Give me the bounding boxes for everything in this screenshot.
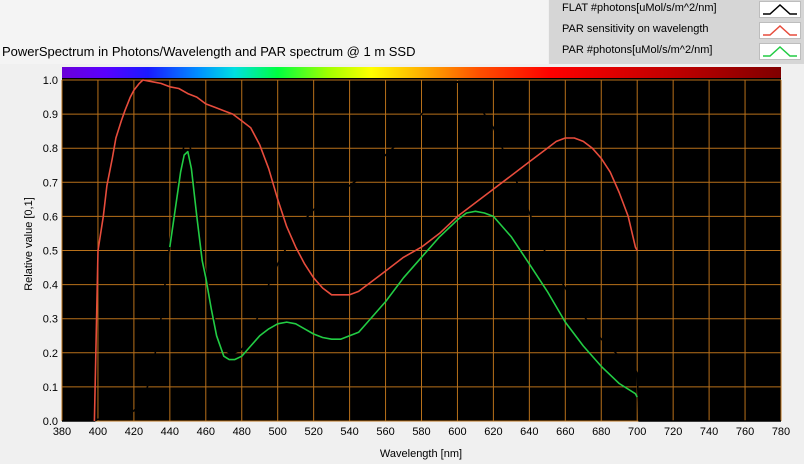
legend-item-flat-photons[interactable]: FLAT #photons[uMol/s/m^2/nm] — [549, 0, 804, 20]
x-tick-label: 640 — [520, 426, 538, 438]
legend-item-par-photons[interactable]: PAR #photons[uMol/s/m^2/nm] — [549, 42, 804, 62]
x-axis-label: Wavelength [nm] — [380, 448, 462, 460]
x-tick-label: 780 — [772, 426, 790, 438]
chart-title: PowerSpectrum in Photons/Wavelength and … — [2, 44, 416, 59]
legend-label: PAR sensitivity on wavelength — [562, 23, 709, 35]
x-tick-label: 740 — [700, 426, 718, 438]
x-tick-label: 480 — [233, 426, 251, 438]
x-tick-label: 520 — [304, 426, 322, 438]
legend-label: FLAT #photons[uMol/s/m^2/nm] — [562, 2, 717, 14]
legend[interactable]: FLAT #photons[uMol/s/m^2/nm] PAR sensiti… — [549, 0, 804, 64]
x-tick-label: 680 — [592, 426, 610, 438]
x-tick-label: 400 — [89, 426, 107, 438]
x-tick-label: 700 — [628, 426, 646, 438]
series-layer — [62, 79, 781, 422]
x-tick-label: 460 — [197, 426, 215, 438]
y-axis-label: Relative value [0,1] — [23, 197, 35, 291]
title-area: PowerSpectrum in Photons/Wavelength and … — [0, 0, 548, 64]
y-tick-label: 0.6 — [43, 211, 58, 223]
x-tick-label: 580 — [412, 426, 430, 438]
spectrum-bar — [62, 67, 781, 78]
x-tick-label: 620 — [484, 426, 502, 438]
y-tick-label: 0.0 — [43, 416, 58, 428]
grid-lines — [61, 79, 782, 422]
legend-item-par-sensitivity[interactable]: PAR sensitivity on wavelength — [549, 21, 804, 41]
y-tick-label: 0.4 — [43, 280, 58, 292]
x-tick-label: 660 — [556, 426, 574, 438]
legend-swatch-icon — [759, 1, 801, 18]
x-tick-label: 760 — [736, 426, 754, 438]
y-tick-label: 0.5 — [43, 246, 58, 258]
x-tick-label: 420 — [125, 426, 143, 438]
legend-label: PAR #photons[uMol/s/m^2/nm] — [562, 44, 713, 56]
y-tick-label: 1.0 — [43, 75, 58, 87]
x-tick-label: 440 — [161, 426, 179, 438]
y-tick-label: 0.2 — [43, 348, 58, 360]
x-tick-label: 720 — [664, 426, 682, 438]
x-tick-labels: 380 400 420 440 460 480 500 520 540 560 580 600 620 6… — [53, 426, 790, 438]
series-par-sensitivity-line — [93, 79, 638, 422]
y-tick-label: 0.9 — [43, 109, 58, 121]
y-tick-labels: 0.0 0.1 0.2 0.3 0.4 0.5 0.6 0.7 0.8 0.9 1.0 — [43, 75, 58, 428]
series-par-photons-line — [169, 150, 638, 398]
x-tick-label: 560 — [376, 426, 394, 438]
legend-swatch-icon — [759, 22, 801, 39]
y-tick-label: 0.7 — [43, 177, 58, 189]
y-tick-label: 0.1 — [43, 382, 58, 394]
x-tick-label: 600 — [448, 426, 466, 438]
x-tick-label: 500 — [269, 426, 287, 438]
y-tick-label: 0.8 — [43, 143, 58, 155]
series-flat-photons-line — [62, 80, 781, 422]
legend-swatch-icon — [759, 43, 801, 60]
x-tick-label: 380 — [53, 426, 71, 438]
y-tick-label: 0.3 — [43, 314, 58, 326]
x-tick-label: 540 — [340, 426, 358, 438]
